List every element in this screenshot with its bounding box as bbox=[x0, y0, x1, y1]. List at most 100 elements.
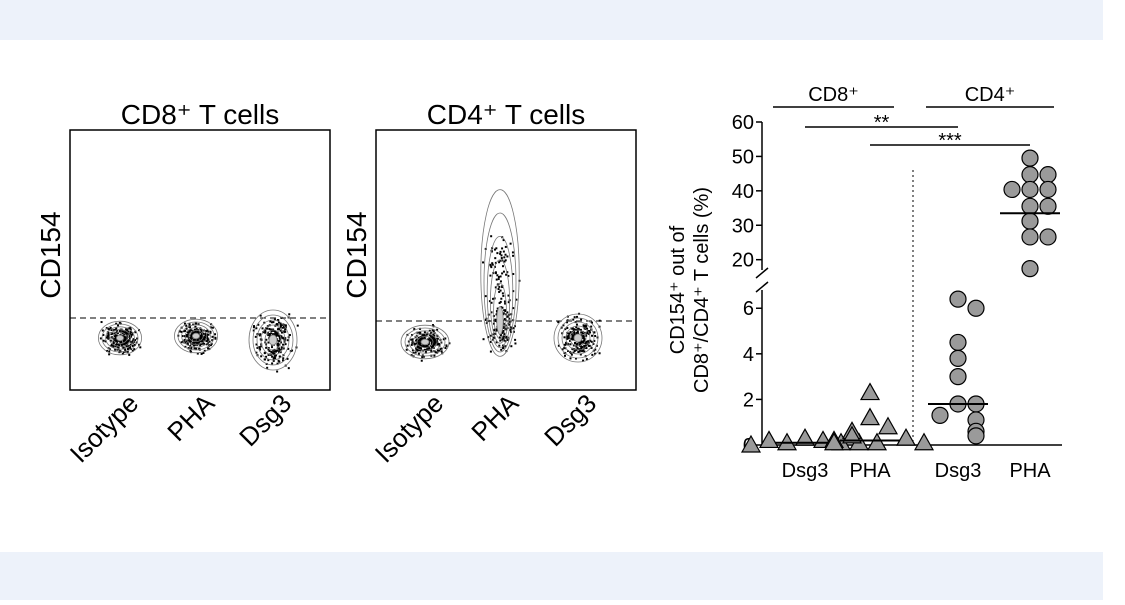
event-dot bbox=[431, 340, 434, 343]
event-dot bbox=[500, 348, 503, 351]
event-dot bbox=[273, 330, 276, 333]
event-dot bbox=[267, 334, 270, 337]
event-dot bbox=[422, 345, 425, 348]
event-dot bbox=[576, 347, 579, 350]
event-dot bbox=[502, 265, 505, 268]
event-dot bbox=[589, 331, 592, 334]
event-dot bbox=[114, 335, 117, 338]
event-dot bbox=[415, 338, 418, 341]
event-dot bbox=[495, 341, 498, 344]
event-dot bbox=[192, 341, 195, 344]
event-dot bbox=[124, 330, 127, 333]
data-point bbox=[1039, 197, 1057, 215]
event-dot bbox=[575, 326, 578, 329]
event-dot bbox=[276, 362, 279, 365]
event-dot bbox=[276, 333, 279, 336]
event-dot bbox=[428, 329, 431, 332]
contour bbox=[557, 317, 599, 359]
event-dot bbox=[109, 339, 112, 342]
x-tick-label: Dsg3 bbox=[782, 460, 829, 482]
event-dot bbox=[199, 336, 202, 339]
event-dot bbox=[132, 338, 135, 341]
data-point bbox=[794, 427, 816, 446]
event-dot bbox=[110, 329, 113, 332]
event-dot bbox=[497, 288, 500, 291]
event-dot bbox=[509, 320, 512, 323]
group-label: CD4⁺ bbox=[965, 84, 1016, 106]
event-dot bbox=[193, 347, 196, 350]
event-dot bbox=[127, 345, 130, 348]
event-dot bbox=[433, 338, 436, 341]
event-dot bbox=[572, 351, 575, 354]
event-dot bbox=[499, 339, 502, 342]
event-dot bbox=[432, 333, 435, 336]
event-dot bbox=[413, 343, 416, 346]
event-dot bbox=[192, 338, 195, 341]
event-dot bbox=[282, 347, 285, 350]
event-dot bbox=[498, 261, 501, 264]
event-dot bbox=[114, 345, 117, 348]
event-dot bbox=[265, 355, 268, 358]
event-dot bbox=[266, 327, 269, 330]
event-dot bbox=[114, 344, 117, 347]
event-dot bbox=[585, 347, 588, 350]
event-dot bbox=[254, 335, 257, 338]
event-dot bbox=[276, 331, 279, 334]
event-dot bbox=[494, 271, 497, 274]
event-dot bbox=[134, 330, 137, 333]
event-dot bbox=[502, 338, 505, 341]
event-dot bbox=[260, 355, 263, 358]
event-dot bbox=[269, 320, 272, 323]
event-dot bbox=[492, 336, 495, 339]
event-dot bbox=[112, 338, 115, 341]
data-point bbox=[1021, 149, 1039, 167]
event-dot bbox=[581, 337, 584, 340]
event-dot bbox=[515, 298, 518, 301]
event-dot bbox=[268, 350, 271, 353]
event-dot bbox=[512, 273, 515, 276]
event-dot bbox=[562, 324, 565, 327]
y-axis-label: CD154⁺ out of bbox=[667, 225, 689, 354]
event-dot bbox=[272, 321, 275, 324]
event-dot bbox=[566, 319, 569, 322]
event-dot bbox=[271, 362, 274, 365]
event-dot bbox=[557, 344, 560, 347]
event-dot bbox=[499, 334, 502, 337]
event-dot bbox=[270, 351, 273, 354]
event-dot bbox=[200, 337, 203, 340]
event-dot bbox=[112, 344, 115, 347]
event-dot bbox=[124, 341, 127, 344]
event-dot bbox=[260, 345, 263, 348]
event-dot bbox=[184, 329, 187, 332]
event-dot bbox=[502, 335, 505, 338]
event-dot bbox=[267, 348, 270, 351]
event-dot bbox=[282, 357, 285, 360]
event-dot bbox=[107, 328, 110, 331]
data-point bbox=[758, 430, 780, 449]
contour bbox=[256, 319, 290, 361]
event-dot bbox=[566, 337, 569, 340]
event-dot bbox=[566, 332, 569, 335]
event-dot bbox=[189, 336, 192, 339]
event-dot bbox=[211, 335, 214, 338]
contour bbox=[493, 282, 507, 340]
event-dot bbox=[421, 354, 424, 357]
event-dot bbox=[198, 347, 201, 350]
event-dot bbox=[580, 347, 583, 350]
event-dot bbox=[585, 334, 588, 337]
event-dot bbox=[124, 348, 127, 351]
contour bbox=[268, 334, 278, 346]
event-dot bbox=[572, 335, 575, 338]
event-dot bbox=[431, 329, 434, 332]
event-dot bbox=[181, 335, 184, 338]
event-dot bbox=[280, 335, 283, 338]
event-dot bbox=[423, 336, 426, 339]
event-dot bbox=[444, 347, 447, 350]
event-dot bbox=[201, 338, 204, 341]
event-dot bbox=[410, 343, 413, 346]
event-dot bbox=[508, 317, 511, 320]
event-dot bbox=[423, 331, 426, 334]
event-dot bbox=[121, 353, 124, 356]
event-dot bbox=[496, 307, 499, 310]
event-dot bbox=[107, 334, 110, 337]
